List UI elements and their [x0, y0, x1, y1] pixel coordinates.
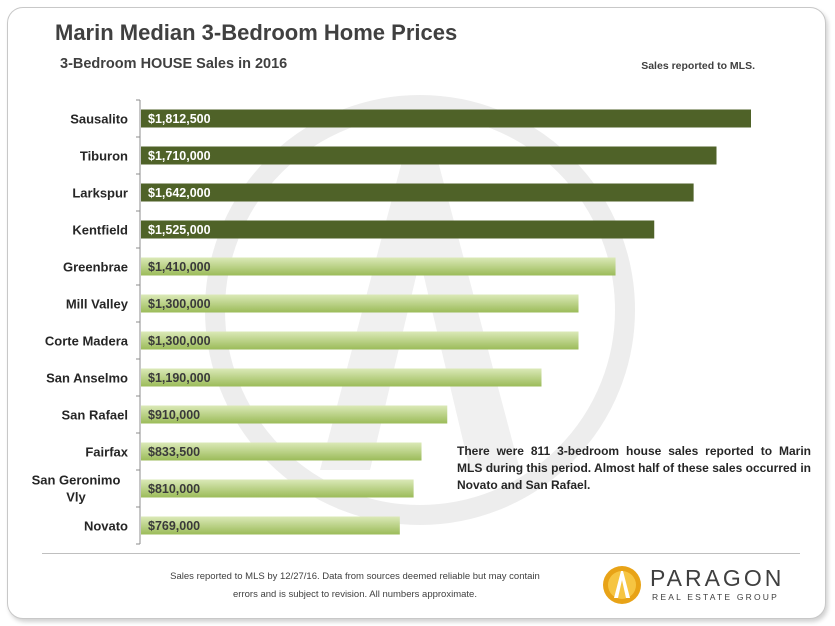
data-label: $1,812,500	[148, 112, 211, 126]
callout-text: There were 811 3-bedroom house sales rep…	[457, 444, 811, 492]
category-label: Mill Valley	[66, 297, 129, 312]
data-label: $810,000	[148, 482, 200, 496]
category-label: Fairfax	[85, 445, 128, 460]
data-label: $833,500	[148, 445, 200, 459]
bar-tiburon	[141, 146, 717, 165]
data-label: $1,525,000	[148, 223, 211, 237]
data-label: $769,000	[148, 519, 200, 533]
category-label: Greenbrae	[63, 260, 128, 275]
category-label: Novato	[84, 519, 128, 534]
data-label: $910,000	[148, 408, 200, 422]
footer-disclaimer: Sales reported to MLS by 12/27/16. Data …	[130, 568, 580, 604]
bar-novato	[141, 516, 400, 535]
bar-larkspur	[141, 183, 694, 202]
bar-greenbrae	[141, 257, 616, 276]
bar-san-geronimo-vly	[141, 479, 414, 498]
footer-line-2: errors and is subject to revision. All n…	[233, 589, 477, 600]
bar-san-anselmo	[141, 368, 542, 387]
bar-mill-valley	[141, 294, 579, 313]
chart-subtitle: 3-Bedroom HOUSE Sales in 2016	[60, 56, 288, 72]
category-label: Tiburon	[80, 149, 128, 164]
data-label: $1,190,000	[148, 371, 211, 385]
category-label: Kentfield	[72, 223, 128, 238]
category-label: San Rafael	[62, 408, 128, 423]
bar-chart: $1,812,500 Sausalito $1,710,000 Tiburon $1,6…	[32, 99, 751, 545]
footer-divider	[42, 553, 800, 554]
bar-kentfield	[141, 220, 655, 239]
sales-note: Sales reported to MLS.	[641, 60, 755, 72]
chart-title: Marin Median 3-Bedroom Home Prices	[55, 20, 458, 45]
paragon-logo-icon	[603, 566, 641, 604]
data-label: $1,642,000	[148, 186, 211, 200]
data-label: $1,410,000	[148, 260, 211, 274]
data-label: $1,710,000	[148, 149, 211, 163]
logo-tagline: REAL ESTATE GROUP	[652, 592, 779, 602]
data-label: $1,300,000	[148, 297, 211, 311]
category-label: Corte Madera	[45, 334, 129, 349]
data-label: $1,300,000	[148, 334, 211, 348]
bar-sausalito	[141, 109, 751, 128]
footer-line-1: Sales reported to MLS by 12/27/16. Data …	[170, 571, 540, 582]
bar-san-rafael	[141, 405, 448, 424]
bar-fairfax	[141, 442, 422, 461]
category-label: San Geronimo Vly	[32, 473, 121, 505]
bar-corte-madera	[141, 331, 579, 350]
paragon-logo: PARAGON REAL ESTATE GROUP	[600, 563, 810, 607]
category-label: San Anselmo	[46, 371, 128, 386]
category-label: Larkspur	[72, 186, 128, 201]
category-label: Sausalito	[70, 112, 128, 127]
logo-name: PARAGON	[650, 565, 785, 591]
